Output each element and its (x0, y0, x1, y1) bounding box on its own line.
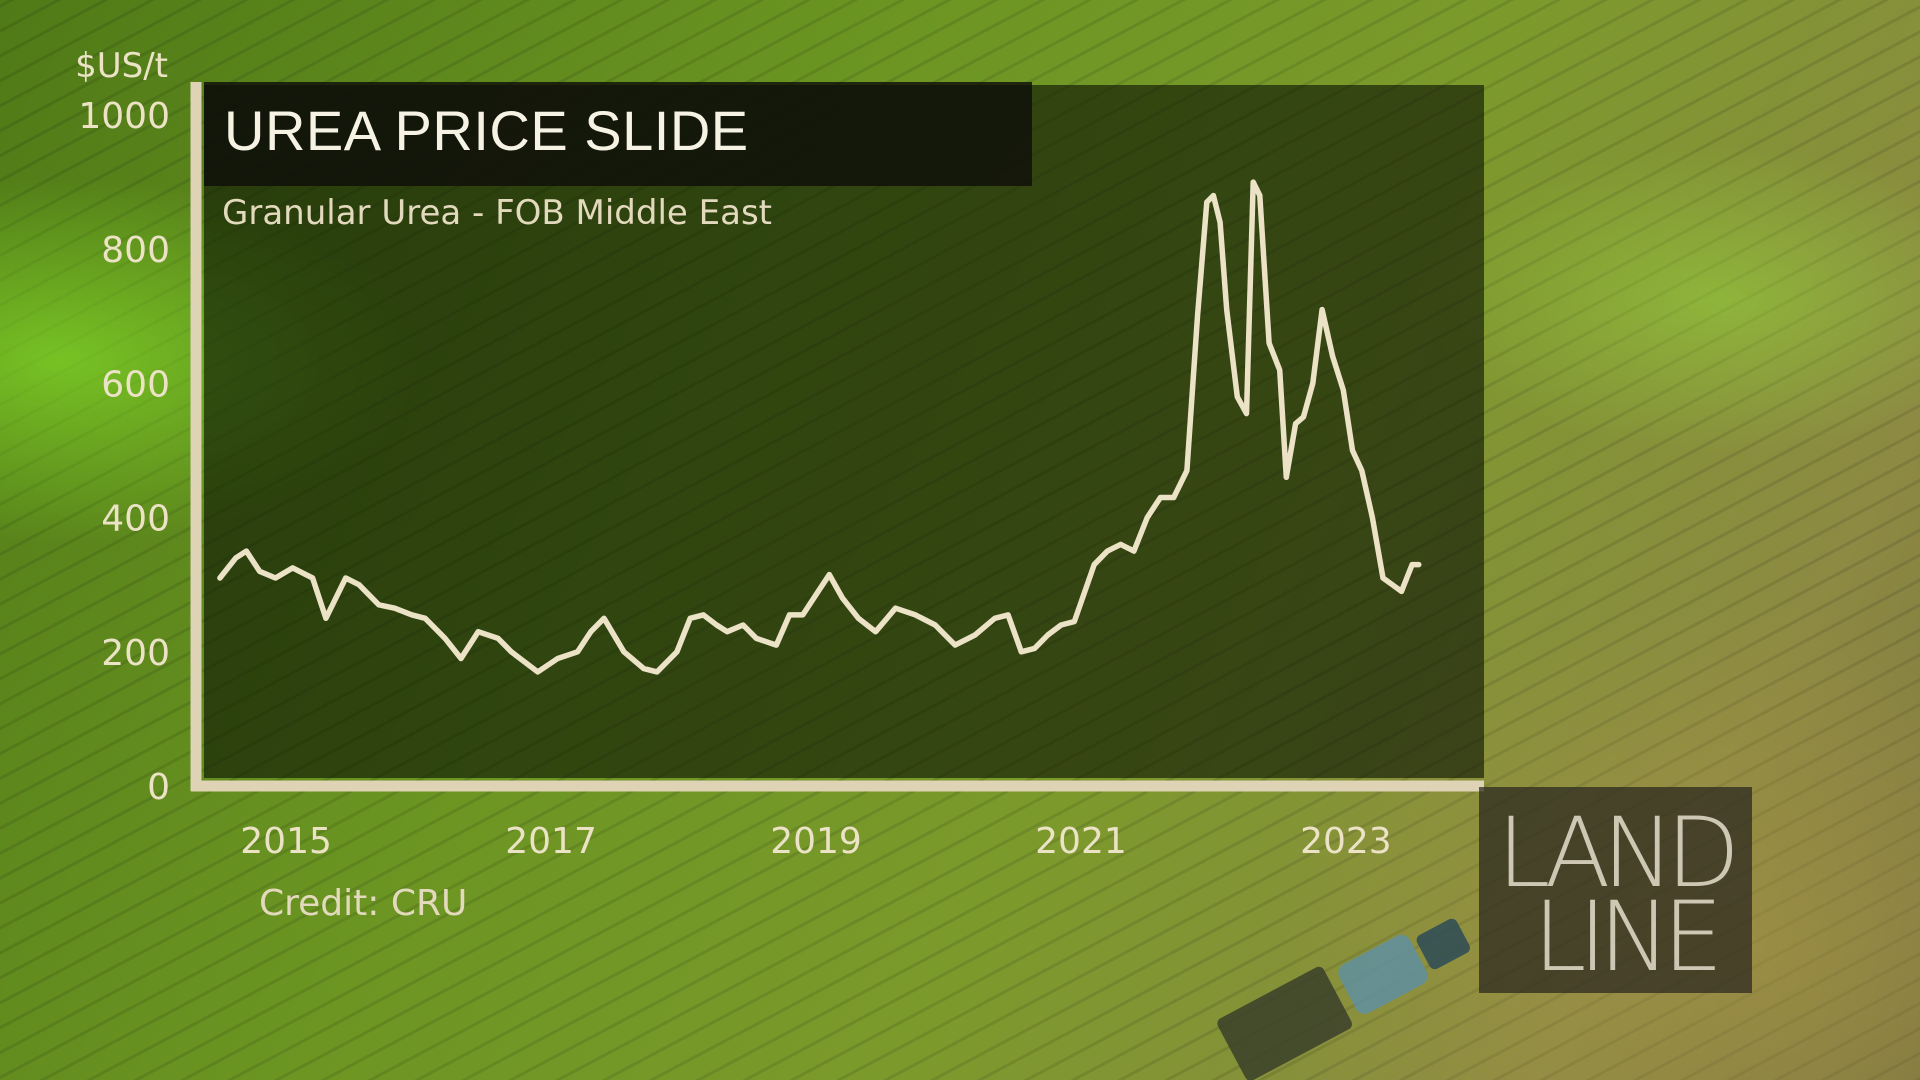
x-tick-label: 2023 (1300, 821, 1392, 862)
series-line-urea-price (217, 179, 1422, 675)
logo-text-land: LAND (1497, 797, 1740, 909)
landline-logo: LAND LINE (1479, 787, 1752, 993)
y-tick-label: 800 (101, 230, 170, 271)
tractor-shape (1217, 918, 1470, 1080)
chart-title: UREA PRICE SLIDE (224, 99, 749, 162)
y-tick-label: 400 (101, 499, 170, 540)
logo-text-line: LINE (1533, 881, 1723, 993)
credit-text: Credit: CRU (259, 883, 468, 924)
y-axis-unit-label: $US/t (75, 46, 168, 86)
y-axis-ticks: 0 200 400 600 800 1000 (78, 96, 170, 808)
x-tick-label: 2015 (240, 821, 332, 862)
chart-subtitle: Granular Urea - FOB Middle East (222, 193, 773, 233)
chart-panel (204, 85, 1484, 778)
y-tick-label: 1000 (78, 96, 170, 137)
x-axis-ticks: 2015 2017 2019 2021 2023 (240, 821, 1391, 862)
x-tick-label: 2021 (1035, 821, 1127, 862)
y-tick-label: 0 (147, 767, 170, 808)
y-tick-label: 600 (101, 364, 170, 405)
title-box (204, 82, 1032, 186)
y-tick-label: 200 (101, 633, 170, 674)
x-tick-label: 2019 (770, 821, 862, 862)
x-tick-label: 2017 (505, 821, 597, 862)
